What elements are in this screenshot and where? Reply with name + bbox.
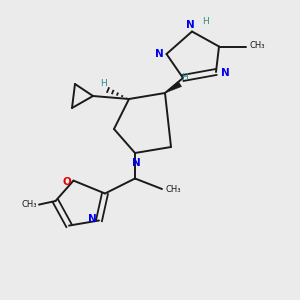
Text: N: N [131, 158, 140, 168]
Text: CH₃: CH₃ [249, 41, 265, 50]
Text: N: N [220, 68, 229, 79]
Text: H: H [182, 73, 188, 82]
Text: CH₃: CH₃ [21, 200, 37, 209]
Text: N: N [186, 20, 195, 30]
Text: N: N [88, 214, 97, 224]
Polygon shape [165, 81, 181, 93]
Text: N: N [155, 49, 164, 59]
Text: H: H [100, 80, 106, 88]
Text: H: H [202, 16, 209, 26]
Text: O: O [62, 177, 71, 187]
Text: CH₃: CH₃ [165, 184, 181, 194]
